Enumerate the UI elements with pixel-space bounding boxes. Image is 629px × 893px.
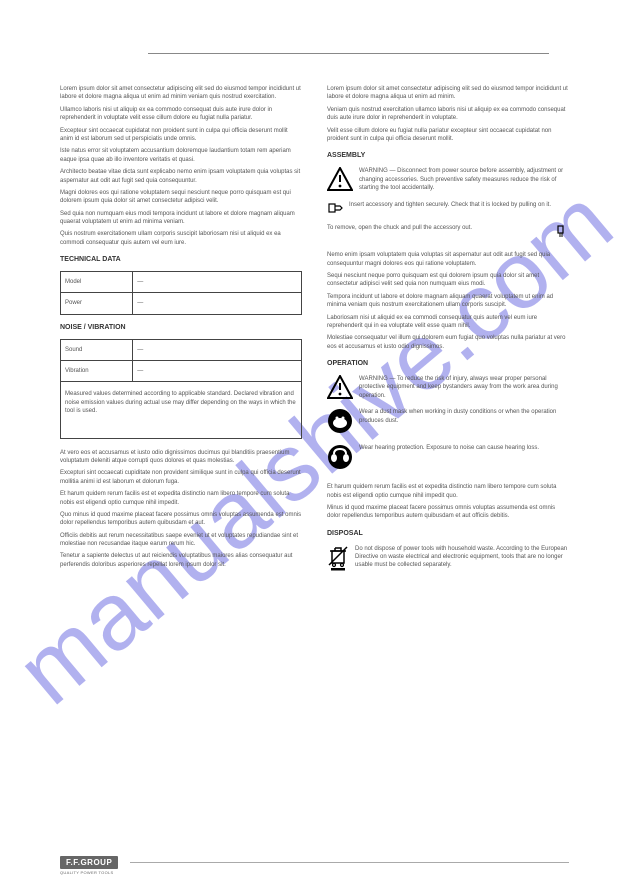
- tail-para: Quo minus id quod maxime placeat facere …: [60, 511, 302, 528]
- table-row: Sound —: [61, 339, 302, 360]
- intro-para: Lorem ipsum dolor sit amet consectetur a…: [60, 85, 302, 102]
- table-cell: —: [133, 361, 302, 382]
- weee-row: Do not dispose of power tools with house…: [327, 545, 569, 574]
- brand-tagline: QUALITY POWER TOOLS: [60, 870, 118, 875]
- table-footnote: Measured values determined according to …: [61, 382, 302, 438]
- intro-para: Ullamco laboris nisi ut aliquip ex ea co…: [60, 106, 302, 123]
- weee-bin-icon: [327, 545, 349, 574]
- top-para: Veniam quis nostrud exercitation ullamco…: [327, 106, 569, 123]
- warning-block: WARNING — To reduce the risk of injury, …: [327, 375, 569, 402]
- mid-para: Laboriosam nisi ut aliquid ex ea commodi…: [327, 314, 569, 331]
- tail-para: At vero eos et accusamus et iusto odio d…: [60, 449, 302, 466]
- table-cell: Model: [61, 272, 133, 293]
- intro-para: Architecto beatae vitae dicta sunt expli…: [60, 168, 302, 185]
- header-rule: [148, 53, 549, 54]
- op-para: Minus id quod maxime placeat facere poss…: [327, 504, 569, 521]
- dust-mask-icon: [327, 408, 353, 437]
- assembly-title: ASSEMBLY: [327, 151, 569, 161]
- drill-row: To remove, open the chuck and pull the a…: [327, 224, 569, 241]
- warning-triangle-icon: [327, 375, 353, 402]
- tech-data-title: TECHNICAL DATA: [60, 255, 302, 265]
- table-row: Power —: [61, 293, 302, 314]
- page-container: Lorem ipsum dolor sit amet consectetur a…: [0, 0, 629, 893]
- brand-name: F.F.GROUP: [60, 856, 118, 869]
- table-row: Vibration —: [61, 361, 302, 382]
- table-cell: —: [133, 272, 302, 293]
- table-cell: —: [133, 293, 302, 314]
- weee-text: Do not dispose of power tools with house…: [355, 545, 569, 570]
- intro-para: Quis nostrum exercitationem ullam corpor…: [60, 230, 302, 247]
- warning-text: WARNING — Disconnect from power source b…: [359, 167, 569, 192]
- mask-text: Wear a dust mask when working in dusty c…: [359, 408, 569, 425]
- operation-title: OPERATION: [327, 359, 569, 369]
- mid-para: Sequi nesciunt neque porro quisquam est …: [327, 272, 569, 289]
- intro-para: Sed quia non numquam eius modi tempora i…: [60, 210, 302, 227]
- footer-rule: [130, 862, 569, 863]
- tail-para: Officiis debitis aut rerum necessitatibu…: [60, 532, 302, 549]
- mid-para: Nemo enim ipsam voluptatem quia voluptas…: [327, 251, 569, 268]
- disposal-title: DISPOSAL: [327, 529, 569, 539]
- tail-para: Et harum quidem rerum facilis est et exp…: [60, 490, 302, 507]
- table-cell: Power: [61, 293, 133, 314]
- noise-title: NOISE / VIBRATION: [60, 323, 302, 333]
- drill-bit-icon: [555, 224, 569, 241]
- top-para: Lorem ipsum dolor sit amet consectetur a…: [327, 85, 569, 102]
- intro-para: Iste natus error sit voluptatem accusant…: [60, 147, 302, 164]
- warning-triangle-icon: [327, 167, 353, 194]
- right-column: Lorem ipsum dolor sit amet consectetur a…: [327, 85, 569, 580]
- table-cell: Vibration: [61, 361, 133, 382]
- drill-text: To remove, open the chuck and pull the a…: [327, 224, 549, 232]
- table-cell: —: [133, 339, 302, 360]
- noise-table: Sound — Vibration — Measured values dete…: [60, 339, 302, 439]
- left-column: Lorem ipsum dolor sit amet consectetur a…: [60, 85, 302, 580]
- table-row: Model —: [61, 272, 302, 293]
- ear-protection-icon: [327, 444, 353, 473]
- drill-row: Insert accessory and tighten securely. C…: [327, 201, 569, 218]
- ear-text: Wear hearing protection. Exposure to noi…: [359, 444, 569, 452]
- page-footer: F.F.GROUP QUALITY POWER TOOLS: [60, 856, 569, 875]
- content-columns: Lorem ipsum dolor sit amet consectetur a…: [60, 85, 569, 580]
- top-para: Velit esse cillum dolore eu fugiat nulla…: [327, 127, 569, 144]
- mid-para: Molestiae consequatur vel illum qui dolo…: [327, 334, 569, 351]
- table-row: Measured values determined according to …: [61, 382, 302, 438]
- brand-logo: F.F.GROUP QUALITY POWER TOOLS: [60, 856, 118, 875]
- mid-para: Tempora incidunt ut labore et dolore mag…: [327, 293, 569, 310]
- intro-para: Excepteur sint occaecat cupidatat non pr…: [60, 127, 302, 144]
- tech-data-table: Model — Power —: [60, 271, 302, 315]
- drill-text: Insert accessory and tighten securely. C…: [349, 201, 569, 209]
- warning-block: WARNING — Disconnect from power source b…: [327, 167, 569, 194]
- table-cell: Sound: [61, 339, 133, 360]
- drill-chuck-icon: [327, 201, 343, 218]
- intro-para: Magni dolores eos qui ratione voluptatem…: [60, 189, 302, 206]
- tail-para: Tenetur a sapiente delectus ut aut reici…: [60, 552, 302, 569]
- mask-row: Wear a dust mask when working in dusty c…: [327, 408, 569, 437]
- warning-text: WARNING — To reduce the risk of injury, …: [359, 375, 569, 400]
- tail-para: Excepturi sint occaecati cupiditate non …: [60, 469, 302, 486]
- ear-row: Wear hearing protection. Exposure to noi…: [327, 444, 569, 473]
- op-para: Et harum quidem rerum facilis est et exp…: [327, 483, 569, 500]
